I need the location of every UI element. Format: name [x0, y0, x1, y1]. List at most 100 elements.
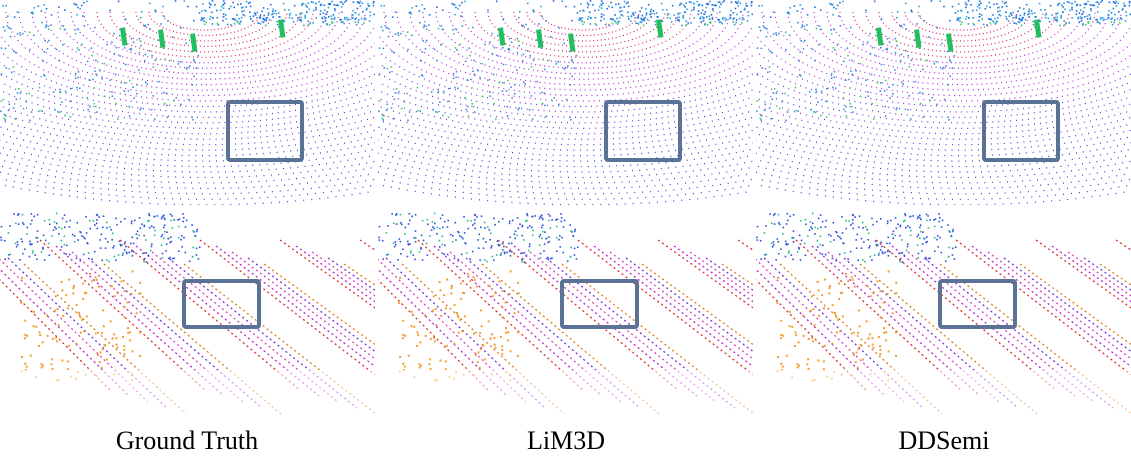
point: [52, 338, 54, 340]
point: [302, 3, 304, 5]
point: [771, 243, 773, 245]
point: [730, 14, 732, 16]
point: [900, 225, 902, 227]
point: [77, 7, 79, 9]
point: [565, 6, 567, 8]
point: [844, 79, 846, 81]
point: [741, 22, 743, 24]
point: [185, 43, 187, 45]
point: [246, 1, 248, 3]
point: [183, 0, 185, 2]
point: [643, 19, 645, 21]
point: [633, 14, 635, 16]
point: [158, 81, 160, 83]
point: [540, 6, 542, 8]
point: [373, 5, 375, 7]
point: [113, 256, 115, 258]
point: [162, 6, 164, 8]
point: [948, 119, 950, 121]
point: [815, 92, 817, 94]
point: [707, 4, 709, 6]
point: [15, 52, 17, 54]
point: [442, 214, 444, 216]
point: [507, 115, 509, 117]
point: [451, 285, 453, 287]
point: [394, 246, 396, 248]
point: [627, 2, 629, 4]
point: [238, 18, 240, 20]
point: [111, 229, 113, 231]
point: [424, 314, 426, 316]
point: [46, 24, 48, 26]
point: [35, 237, 37, 239]
point: [5, 48, 7, 50]
point: [61, 359, 63, 361]
point: [138, 235, 140, 237]
point: [313, 10, 315, 12]
figure: Ground Truth LiM3D DDSemi: [0, 0, 1131, 463]
point: [383, 5, 385, 7]
point: [1089, 4, 1091, 6]
point: [217, 24, 219, 26]
point: [899, 235, 901, 237]
point: [810, 109, 812, 111]
point: [689, 1, 691, 3]
point: [396, 223, 398, 225]
point: [163, 47, 165, 49]
point: [96, 111, 98, 113]
point: [1108, 10, 1110, 12]
point: [761, 67, 763, 69]
point: [404, 335, 406, 337]
point: [341, 11, 343, 13]
point: [812, 213, 814, 215]
point: [483, 238, 485, 240]
point: [162, 257, 164, 259]
point: [457, 8, 459, 10]
point: [517, 217, 519, 219]
point: [482, 96, 484, 98]
point: [125, 246, 127, 248]
point: [992, 20, 994, 22]
point: [1058, 3, 1060, 5]
point: [820, 244, 822, 246]
point: [769, 66, 771, 68]
point: [912, 215, 914, 217]
point: [453, 73, 455, 75]
point: [454, 222, 456, 224]
point: [383, 48, 385, 50]
point: [153, 227, 155, 229]
point: [369, 11, 371, 13]
point: [896, 45, 898, 47]
point: [988, 18, 990, 20]
point: [67, 307, 69, 309]
point: [7, 25, 9, 27]
point: [160, 23, 162, 25]
point: [1061, 5, 1063, 7]
point: [934, 250, 936, 252]
point: [1005, 11, 1007, 13]
point: [895, 282, 897, 284]
point: [204, 17, 206, 19]
point: [934, 237, 936, 239]
point: [268, 19, 270, 21]
point: [514, 93, 516, 95]
point: [553, 97, 555, 99]
point: [124, 218, 126, 220]
point: [536, 81, 538, 83]
point: [721, 23, 723, 25]
point: [288, 9, 290, 11]
point: [572, 61, 574, 63]
point: [519, 11, 521, 13]
point: [252, 20, 254, 22]
point: [151, 246, 153, 248]
point: [192, 119, 194, 121]
point: [532, 118, 534, 120]
point: [185, 226, 187, 228]
point: [163, 215, 165, 217]
point: [39, 110, 41, 112]
point: [399, 356, 401, 358]
point: [161, 216, 163, 218]
point: [331, 1, 333, 3]
point: [858, 226, 860, 228]
point: [29, 120, 31, 122]
